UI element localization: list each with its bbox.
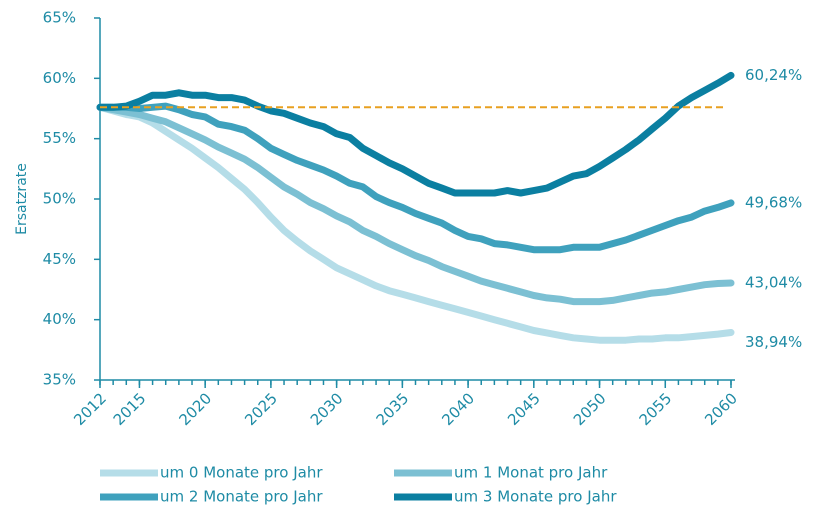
- x-tick-label: 2035: [373, 389, 413, 429]
- series-line: [96, 103, 735, 344]
- end-value-label: 60,24%: [745, 66, 802, 84]
- series-line: [96, 103, 735, 306]
- legend-label: um 3 Monate pro Jahr: [454, 488, 617, 506]
- x-tick-label: 2050: [570, 389, 610, 429]
- y-tick-label: 50%: [43, 190, 76, 208]
- series-line: [96, 102, 735, 254]
- end-value-label: 38,94%: [745, 333, 802, 351]
- legend-label: um 2 Monate pro Jahr: [160, 488, 323, 506]
- y-tick-label: 35%: [43, 371, 76, 389]
- x-tick-label: 2015: [110, 389, 150, 429]
- y-tick-label: 55%: [43, 129, 76, 147]
- legend-label: um 0 Monate pro Jahr: [160, 464, 323, 482]
- x-tick-label: 2045: [504, 389, 544, 429]
- y-axis-label: Ersatzrate: [14, 163, 30, 235]
- x-tick-label: 2060: [701, 389, 741, 429]
- x-tick-label: 2025: [241, 389, 281, 429]
- legend-label: um 1 Monat pro Jahr: [454, 464, 608, 482]
- y-tick-label: 65%: [43, 9, 76, 27]
- x-tick-label: 2030: [307, 389, 347, 429]
- x-tick-label: 2020: [175, 389, 215, 429]
- y-tick-label: 45%: [43, 250, 76, 268]
- series-line: [96, 71, 735, 197]
- x-tick-label: 2055: [636, 389, 676, 429]
- y-tick-label: 40%: [43, 310, 76, 328]
- end-value-label: 43,04%: [745, 273, 802, 291]
- y-tick-label: 60%: [43, 69, 76, 87]
- x-tick-label: 2040: [438, 389, 478, 429]
- end-value-label: 49,68%: [745, 193, 802, 211]
- x-tick-label: 2012: [70, 389, 110, 429]
